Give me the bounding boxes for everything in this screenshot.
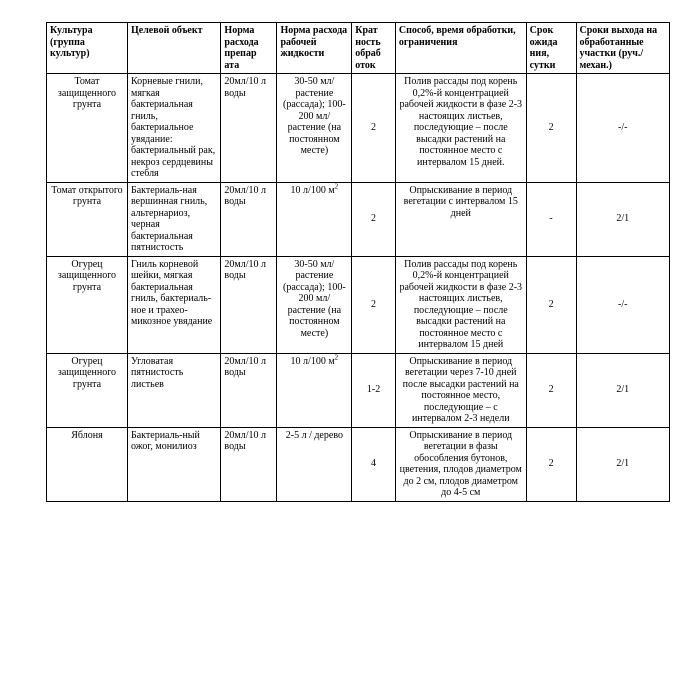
cell-dose-prep: 20мл/10 л воды	[221, 256, 277, 353]
table-body: Томат защищенного грунтаКорневые гнили, …	[47, 74, 670, 502]
cell-mult: 4	[352, 427, 396, 501]
cell-mult: 2	[352, 74, 396, 183]
col-header-1: Целевой объект	[127, 23, 220, 74]
cell-mult: 2	[352, 182, 396, 256]
cell-culture: Огурец защищенного грунта	[47, 353, 128, 427]
col-header-4: Крат ность обраб оток	[352, 23, 396, 74]
cell-culture: Томат защищенного грунта	[47, 74, 128, 183]
table-row: Томат открытого грунтаБактериаль-ная вер…	[47, 182, 670, 256]
table-row: Огурец защищенного грунтаУгловатая пятни…	[47, 353, 670, 427]
cell-dose-prep: 20мл/10 л воды	[221, 427, 277, 501]
cell-target: Бактериаль-ный ожог, монилиоз	[127, 427, 220, 501]
cell-wait: 2	[526, 74, 576, 183]
cell-culture: Томат открытого грунта	[47, 182, 128, 256]
cell-dose-liquid: 30-50 мл/растение (рассада); 100-200 мл/…	[277, 74, 352, 183]
cell-method: Опрыскивание в период вегетации в фазы о…	[395, 427, 526, 501]
cell-dose-liquid: 2-5 л / дерево	[277, 427, 352, 501]
col-header-0: Культура (группа культур)	[47, 23, 128, 74]
cell-dose-prep: 20мл/10 л воды	[221, 353, 277, 427]
cell-reentry: 2/1	[576, 427, 670, 501]
cell-dose-liquid: 10 л/100 м2	[277, 353, 352, 427]
col-header-3: Норма расхода рабочей жидкости	[277, 23, 352, 74]
cell-target: Бактериаль-ная вершинная гниль, альтерна…	[127, 182, 220, 256]
cell-target: Гниль корневой шейки, мягкая бактериальн…	[127, 256, 220, 353]
cell-culture: Яблоня	[47, 427, 128, 501]
cell-mult: 1-2	[352, 353, 396, 427]
cell-reentry: 2/1	[576, 182, 670, 256]
cell-method: Опрыскивание в период вегетации с интерв…	[395, 182, 526, 256]
cell-dose-liquid: 30-50 мл/растение (рассада); 100-200 мл/…	[277, 256, 352, 353]
cell-reentry: -/-	[576, 74, 670, 183]
header-row: Культура (группа культур)Целевой объектН…	[47, 23, 670, 74]
table-row: Огурец защищенного грунтаГниль корневой …	[47, 256, 670, 353]
cell-wait: 2	[526, 256, 576, 353]
col-header-5: Способ, время обработки, ограничения	[395, 23, 526, 74]
cell-wait: 2	[526, 427, 576, 501]
cell-dose-prep: 20мл/10 л воды	[221, 182, 277, 256]
table-row: Томат защищенного грунтаКорневые гнили, …	[47, 74, 670, 183]
cell-target: Угловатая пятнистость листьев	[127, 353, 220, 427]
cell-method: Полив рассады под корень 0,2%-й концентр…	[395, 74, 526, 183]
col-header-2: Норма расхода препар ата	[221, 23, 277, 74]
cell-target: Корневые гнили, мягкая бактериальная гни…	[127, 74, 220, 183]
agro-table: Культура (группа культур)Целевой объектН…	[46, 22, 670, 502]
table-row: ЯблоняБактериаль-ный ожог, монилиоз20мл/…	[47, 427, 670, 501]
cell-method: Опрыскивание в период вегетации через 7-…	[395, 353, 526, 427]
cell-culture: Огурец защищенного грунта	[47, 256, 128, 353]
page: Культура (группа культур)Целевой объектН…	[0, 0, 700, 522]
table-head: Культура (группа культур)Целевой объектН…	[47, 23, 670, 74]
cell-mult: 2	[352, 256, 396, 353]
cell-wait: -	[526, 182, 576, 256]
cell-reentry: -/-	[576, 256, 670, 353]
cell-reentry: 2/1	[576, 353, 670, 427]
cell-dose-prep: 20мл/10 л воды	[221, 74, 277, 183]
cell-method: Полив рассады под корень 0,2%-й концентр…	[395, 256, 526, 353]
col-header-6: Срок ожида ния, сутки	[526, 23, 576, 74]
col-header-7: Сроки выхода на обработанные участки (ру…	[576, 23, 670, 74]
cell-dose-liquid: 10 л/100 м2	[277, 182, 352, 256]
cell-wait: 2	[526, 353, 576, 427]
